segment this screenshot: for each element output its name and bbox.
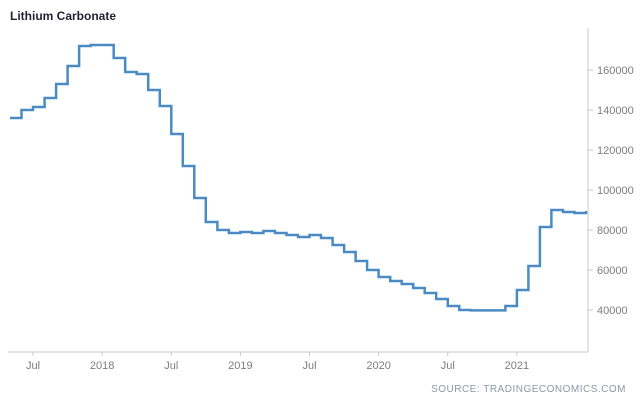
axes	[8, 28, 589, 353]
x-axis-label: 2018	[90, 360, 114, 372]
price-line	[10, 43, 588, 312]
x-axis-label: Jul	[164, 360, 178, 372]
y-axis-label: 60000	[597, 265, 628, 277]
chart-title: Lithium Carbonate	[10, 9, 117, 23]
x-axis-label: Jul	[441, 360, 455, 372]
x-axis-label: 2021	[505, 360, 529, 372]
y-axis-label: 40000	[597, 305, 628, 317]
x-axis-label: Jul	[302, 360, 316, 372]
x-axis-label: 2019	[228, 360, 252, 372]
x-axis-label: Jul	[26, 360, 40, 372]
y-axis-label: 80000	[597, 225, 628, 237]
source-attribution: SOURCE: TRADINGECONOMICS.COM	[431, 384, 626, 395]
y-axis-label: 160000	[597, 65, 634, 77]
y-axis-label: 140000	[597, 105, 634, 117]
y-axis-label: 120000	[597, 145, 634, 157]
y-axis-label: 100000	[597, 185, 634, 197]
x-axis-label: 2020	[366, 360, 390, 372]
